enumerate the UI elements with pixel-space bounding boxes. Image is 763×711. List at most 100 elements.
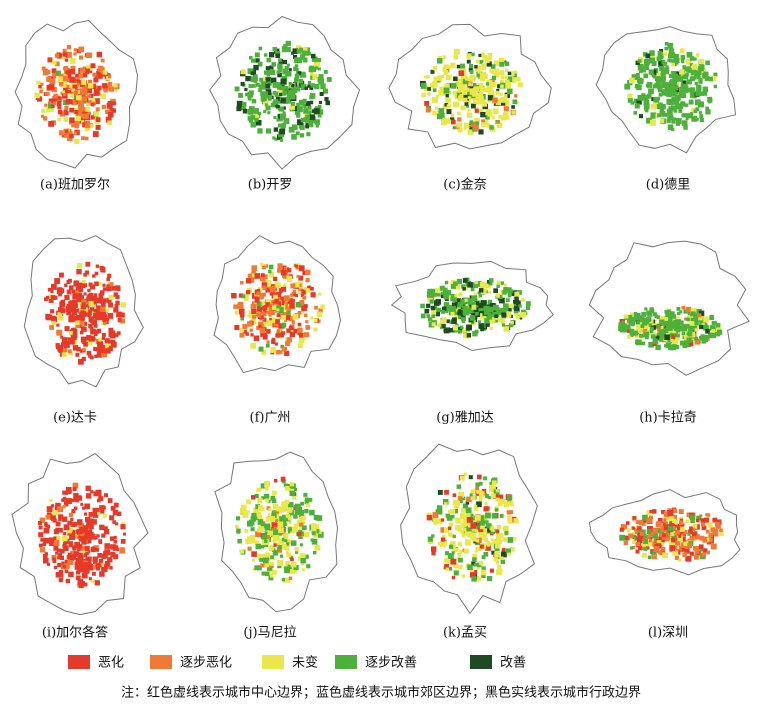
change-cell bbox=[699, 117, 704, 122]
change-cell bbox=[100, 306, 106, 312]
change-cell bbox=[92, 304, 96, 309]
change-cell bbox=[672, 326, 676, 330]
change-cell bbox=[683, 309, 688, 314]
change-cell bbox=[496, 524, 502, 530]
change-cell bbox=[106, 297, 112, 303]
change-cell bbox=[620, 524, 626, 529]
change-cell bbox=[255, 58, 260, 63]
map-panel bbox=[23, 235, 144, 388]
change-cell bbox=[55, 527, 60, 533]
change-cell bbox=[288, 521, 292, 525]
change-cell bbox=[278, 92, 283, 97]
change-cell bbox=[76, 263, 83, 269]
change-cell bbox=[87, 94, 91, 99]
change-cell bbox=[44, 91, 49, 96]
change-cell bbox=[273, 99, 279, 105]
change-cell bbox=[647, 555, 652, 559]
change-cell bbox=[456, 278, 462, 284]
change-cell bbox=[101, 562, 106, 567]
change-cell bbox=[80, 111, 86, 118]
change-cell bbox=[265, 77, 271, 83]
change-cell bbox=[464, 102, 469, 106]
change-cell bbox=[317, 109, 324, 115]
change-cell bbox=[37, 96, 43, 102]
change-cell bbox=[506, 494, 513, 501]
change-cell bbox=[258, 88, 263, 93]
change-cell bbox=[82, 347, 86, 352]
change-cell bbox=[244, 529, 249, 533]
change-cell bbox=[87, 313, 91, 318]
change-cell bbox=[667, 58, 671, 62]
change-cell bbox=[638, 114, 643, 119]
change-cell bbox=[499, 61, 505, 67]
change-cell bbox=[58, 73, 64, 79]
change-cell bbox=[691, 107, 696, 113]
change-cell bbox=[62, 542, 67, 546]
change-cell bbox=[279, 554, 284, 558]
change-cell bbox=[654, 113, 659, 119]
change-cell bbox=[476, 501, 482, 508]
change-cell bbox=[638, 65, 644, 71]
change-cell bbox=[64, 66, 69, 71]
change-cell bbox=[85, 493, 92, 499]
change-cell bbox=[249, 538, 255, 544]
change-cell bbox=[472, 331, 478, 337]
change-cell bbox=[708, 76, 713, 82]
change-cell bbox=[437, 518, 443, 524]
change-cell bbox=[501, 551, 507, 558]
change-cell bbox=[84, 270, 89, 275]
change-cell bbox=[646, 510, 652, 516]
change-cell bbox=[475, 60, 479, 64]
change-cell bbox=[311, 531, 316, 536]
change-cell bbox=[675, 540, 681, 546]
change-cell bbox=[275, 518, 279, 523]
change-cell bbox=[430, 69, 435, 74]
change-cell bbox=[282, 346, 287, 352]
change-cell bbox=[62, 52, 68, 58]
change-cell bbox=[289, 482, 294, 487]
change-cell bbox=[688, 113, 693, 119]
change-cell bbox=[424, 100, 430, 106]
change-cell bbox=[632, 545, 636, 549]
change-cell bbox=[656, 324, 661, 329]
change-cell bbox=[34, 92, 40, 99]
change-cell bbox=[88, 324, 93, 329]
change-cell bbox=[297, 343, 303, 349]
change-cell bbox=[292, 124, 298, 130]
change-cell bbox=[77, 82, 82, 87]
change-cell bbox=[298, 99, 305, 106]
change-cell bbox=[642, 52, 648, 57]
change-cell bbox=[96, 534, 100, 538]
change-cell bbox=[493, 311, 500, 317]
change-cell bbox=[67, 349, 72, 354]
change-cell bbox=[677, 76, 683, 82]
change-cell bbox=[689, 76, 695, 82]
change-cell bbox=[261, 350, 267, 355]
change-cell bbox=[294, 73, 300, 79]
change-cell bbox=[642, 65, 646, 70]
change-cell bbox=[58, 517, 62, 521]
change-cell bbox=[462, 90, 468, 96]
change-cell bbox=[324, 97, 329, 102]
change-cell bbox=[660, 103, 666, 110]
change-cell bbox=[267, 530, 274, 536]
change-cell bbox=[648, 88, 654, 95]
change-cell bbox=[671, 537, 676, 543]
change-cell bbox=[89, 123, 93, 127]
change-cell bbox=[301, 290, 306, 295]
change-cell bbox=[657, 536, 661, 540]
change-cell bbox=[466, 516, 473, 523]
change-cell bbox=[448, 74, 452, 78]
change-cell bbox=[463, 332, 470, 339]
change-cell bbox=[436, 505, 443, 511]
change-cell bbox=[448, 566, 453, 571]
change-cell bbox=[477, 83, 484, 89]
change-cell bbox=[250, 527, 255, 532]
change-cell bbox=[500, 84, 504, 89]
change-cell bbox=[475, 525, 480, 530]
change-cell bbox=[678, 558, 682, 562]
change-cell bbox=[277, 72, 282, 78]
change-cell bbox=[653, 96, 659, 103]
change-cell bbox=[461, 533, 466, 538]
change-cell bbox=[478, 320, 482, 324]
